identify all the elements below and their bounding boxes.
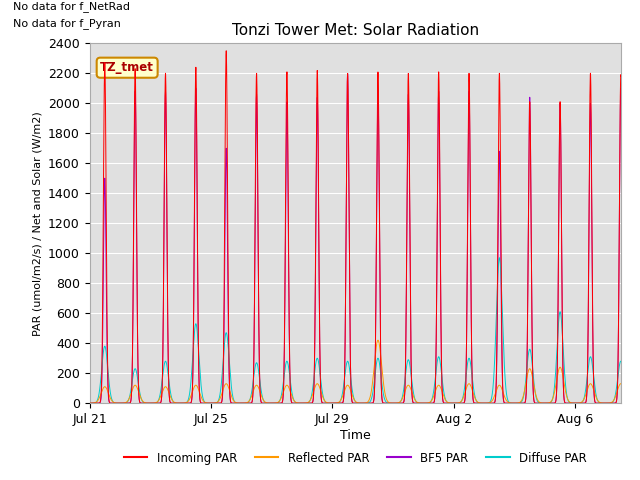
Text: No data for f_Pyran: No data for f_Pyran [13, 18, 121, 29]
Legend: Incoming PAR, Reflected PAR, BF5 PAR, Diffuse PAR: Incoming PAR, Reflected PAR, BF5 PAR, Di… [119, 447, 591, 469]
Title: Tonzi Tower Met: Solar Radiation: Tonzi Tower Met: Solar Radiation [232, 23, 479, 38]
X-axis label: Time: Time [340, 429, 371, 442]
Y-axis label: PAR (umol/m2/s) / Net and Solar (W/m2): PAR (umol/m2/s) / Net and Solar (W/m2) [33, 111, 42, 336]
Text: TZ_tmet: TZ_tmet [100, 61, 154, 74]
Text: No data for f_NetRad: No data for f_NetRad [13, 1, 130, 12]
